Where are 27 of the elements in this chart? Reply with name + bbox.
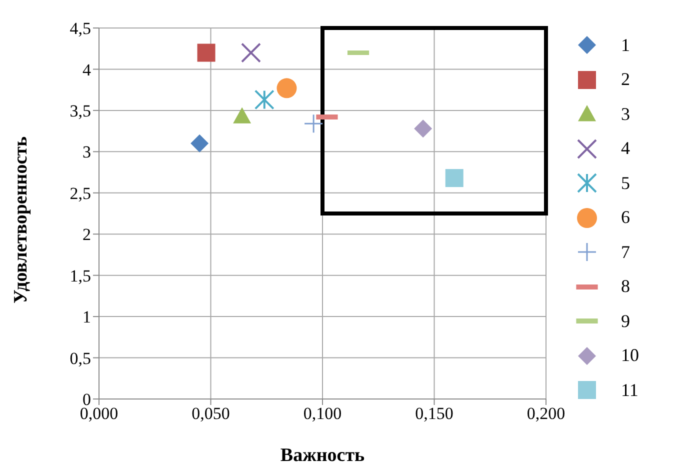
x-tick-label: 0,150 bbox=[415, 404, 454, 424]
x-tick-label: 0,000 bbox=[80, 404, 118, 424]
y-tick-label: 3 bbox=[82, 142, 91, 162]
legend-label: 5 bbox=[621, 172, 630, 194]
x-tick-label: 0,200 bbox=[526, 404, 566, 424]
x-tick-label: 0,050 bbox=[192, 404, 230, 424]
y-tick-label: 0,5 bbox=[70, 348, 91, 368]
y-tick-label: 3,5 bbox=[70, 101, 91, 120]
legend-label: 7 bbox=[621, 242, 630, 263]
y-tick-label: 2,5 bbox=[70, 184, 91, 203]
y-tick-label: 4 bbox=[82, 60, 92, 80]
y-tick-label: 1,5 bbox=[70, 266, 91, 286]
legend-label: 9 bbox=[621, 310, 630, 332]
y-tick-label: 2 bbox=[82, 225, 91, 244]
legend-label: 4 bbox=[621, 138, 630, 160]
legend-label: 2 bbox=[621, 69, 630, 90]
y-tick-label: 1 bbox=[82, 308, 91, 327]
y-axis-title: Удовлетворенность bbox=[10, 136, 32, 304]
legend-label: 1 bbox=[621, 34, 630, 56]
legend-label: 6 bbox=[621, 207, 630, 228]
legend-label: 10 bbox=[621, 345, 639, 366]
x-tick-label: 0,100 bbox=[303, 404, 342, 424]
legend-label: 11 bbox=[621, 380, 638, 401]
y-tick-label: 4,5 bbox=[70, 19, 91, 38]
x-axis-title: Важность bbox=[280, 445, 365, 466]
legend-label: 8 bbox=[621, 276, 630, 298]
legend-label: 3 bbox=[621, 104, 630, 125]
